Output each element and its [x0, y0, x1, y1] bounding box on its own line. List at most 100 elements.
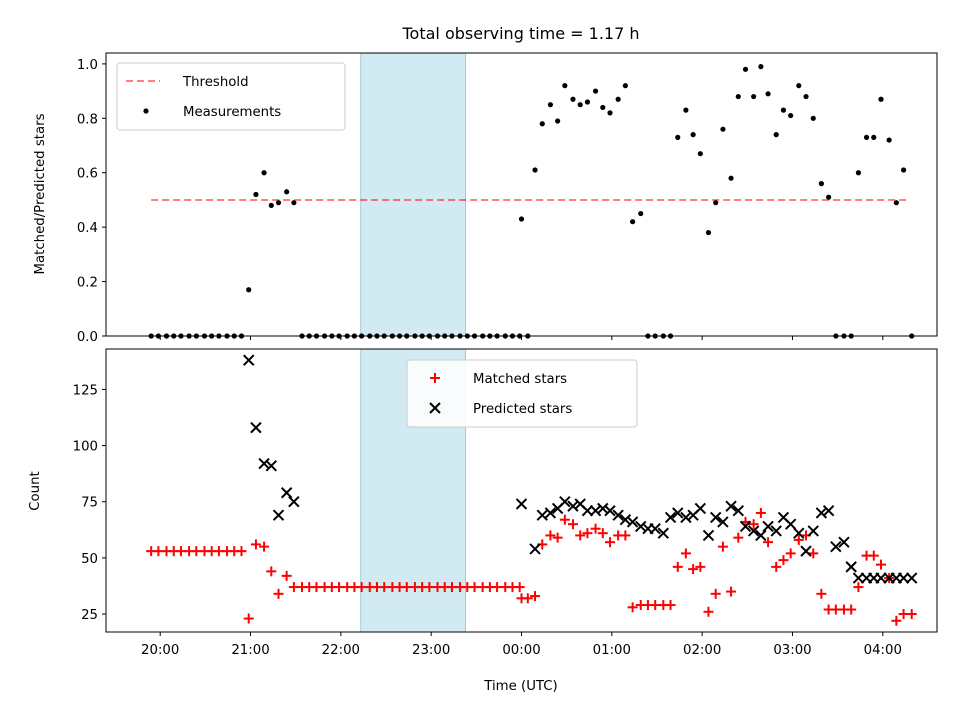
x-axis-label: Time (UTC) — [483, 679, 558, 694]
y-tick-label: 0.8 — [77, 112, 98, 127]
matched-star-point — [717, 541, 728, 552]
legend-measurements-swatch — [143, 108, 149, 114]
measurement-point — [826, 194, 832, 200]
measurement-point — [871, 134, 877, 140]
predicted-star-point — [649, 522, 661, 535]
predicted-star-point — [762, 520, 774, 533]
measurement-point — [577, 102, 583, 108]
x-tick-label: 20:00 — [141, 643, 179, 658]
predicted-star-point — [288, 496, 300, 508]
y-tick-label: 125 — [73, 383, 98, 398]
measurement-point — [900, 167, 907, 173]
measurement-point — [555, 118, 561, 124]
matched-star-point — [627, 602, 638, 613]
measurement-point — [284, 189, 290, 195]
axes-frame-bottom — [105, 348, 938, 633]
x-tick-label: 23:00 — [412, 643, 450, 658]
matched-star-point — [891, 615, 902, 626]
matched-star-point — [281, 570, 292, 581]
matched-star-point — [875, 559, 886, 570]
matched-star-point — [530, 591, 541, 602]
measurement-point — [261, 170, 267, 176]
measurement-point — [246, 287, 252, 293]
measurement-point — [788, 112, 794, 119]
x-axis-ticks-bottom: 20:00 21:00 22:00 23:00 00:00 01:00 02:00 03:00… — [141, 632, 902, 658]
matched-star-point — [522, 593, 533, 604]
matched-star-point — [552, 532, 563, 543]
matched-stars-series — [146, 507, 917, 626]
y-tick-label: 75 — [81, 496, 98, 511]
x-tick-label: 00:00 — [502, 643, 540, 658]
measurement-point — [886, 137, 892, 143]
predicted-star-point — [597, 502, 609, 515]
measurement-point — [638, 210, 644, 217]
matched-star-point — [514, 582, 525, 593]
predicted-star-point — [845, 561, 857, 573]
predicted-star-point — [258, 457, 270, 470]
predicted-star-point — [830, 540, 842, 553]
y-tick-label: 0.6 — [77, 167, 98, 182]
matched-star-point — [755, 507, 766, 518]
predicted-star-point — [243, 354, 255, 366]
matched-star-point — [250, 539, 261, 550]
predicted-star-point — [709, 511, 722, 524]
matched-star-point — [559, 514, 570, 525]
matched-star-point — [853, 582, 864, 593]
measurement-point — [584, 99, 591, 105]
measurement-point — [622, 83, 628, 89]
measurement-point — [291, 200, 297, 206]
measurement-point — [773, 132, 779, 138]
predicted-star-point — [612, 509, 624, 521]
predicted-star-point — [739, 520, 752, 533]
predicted-star-point — [589, 505, 602, 517]
y-tick-label: 100 — [73, 440, 98, 455]
matched-star-point — [748, 519, 759, 530]
matched-star-point — [575, 530, 586, 541]
legend-box-top — [116, 62, 346, 131]
predicted-star-point — [906, 572, 918, 584]
matched-star-point — [816, 588, 827, 599]
predicted-star-point — [567, 500, 579, 512]
matched-star-point — [605, 537, 616, 548]
predicted-star-point — [732, 505, 744, 517]
measurement-point — [796, 83, 802, 89]
top-panel: Total observing time = 1.17 h 0.00.20.40… — [33, 24, 938, 345]
measurement-point — [600, 104, 606, 111]
predicted-star-point — [559, 496, 571, 508]
measurement-point — [751, 93, 757, 100]
measurement-point — [570, 96, 576, 102]
legend-matched-label: Matched stars — [473, 372, 567, 387]
predicted-star-point — [852, 572, 865, 584]
predicted-star-point — [784, 518, 797, 530]
legend-top: Threshold Measurements — [116, 62, 346, 131]
measurement-point — [863, 134, 870, 140]
measurement-point — [607, 110, 613, 116]
measurement-point — [690, 132, 696, 138]
measurement-point — [765, 91, 771, 97]
predicted-star-point — [680, 511, 692, 524]
predicted-star-point — [875, 572, 887, 584]
measurement-point — [615, 96, 621, 102]
y-axis-label-top: Matched/Predicted stars — [33, 113, 48, 274]
predicted-star-point — [770, 525, 782, 537]
measurement-point — [275, 200, 282, 206]
measurement-point — [630, 219, 636, 225]
measurement-point — [592, 88, 599, 94]
predicted-star-point — [755, 529, 767, 542]
predicted-star-point — [619, 513, 632, 526]
matched-star-point — [733, 532, 744, 543]
matched-star-point — [703, 606, 714, 617]
measurement-point — [547, 102, 554, 108]
y-tick-label: 50 — [81, 552, 98, 567]
matched-star-point — [545, 530, 556, 541]
x-tick-label: 22:00 — [322, 643, 360, 658]
matched-star-point — [236, 546, 247, 557]
measurement-point — [518, 216, 525, 222]
legend-bottom: Matched stars Predicted stars — [406, 359, 638, 428]
highlight-span-top — [360, 52, 466, 337]
matched-star-point — [273, 588, 284, 599]
predicted-star-point — [250, 421, 262, 434]
measurement-point — [697, 151, 703, 157]
predicted-star-point — [604, 505, 616, 517]
